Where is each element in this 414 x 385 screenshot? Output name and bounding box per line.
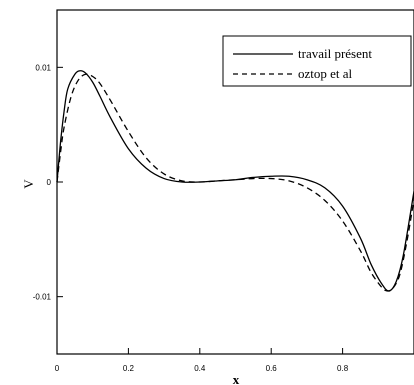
y-tick-label: 0.01 bbox=[35, 63, 51, 72]
legend: travail présent oztop et al bbox=[222, 35, 412, 87]
x-tick-label: 0.6 bbox=[266, 364, 278, 373]
y-tick-label: 0 bbox=[47, 178, 52, 187]
y-axis: 0.01 0 -0.01 bbox=[33, 63, 63, 302]
x-axis-title: x bbox=[233, 372, 240, 385]
series-layer bbox=[56, 70, 414, 292]
series-line-1 bbox=[56, 73, 414, 292]
legend-label-oztop-et-al: oztop et al bbox=[298, 66, 353, 81]
y-tick-label: -0.01 bbox=[33, 293, 52, 302]
y-axis-title: V bbox=[21, 179, 36, 189]
x-axis: 0 0.2 0.4 0.6 0.8 bbox=[55, 348, 349, 373]
legend-label-travail-present: travail présent bbox=[298, 46, 372, 61]
x-tick-label: 0.4 bbox=[194, 364, 206, 373]
legend-box bbox=[222, 35, 412, 87]
x-tick-label: 0.2 bbox=[123, 364, 135, 373]
x-tick-label: 0 bbox=[55, 364, 60, 373]
x-tick-label: 0.8 bbox=[337, 364, 349, 373]
